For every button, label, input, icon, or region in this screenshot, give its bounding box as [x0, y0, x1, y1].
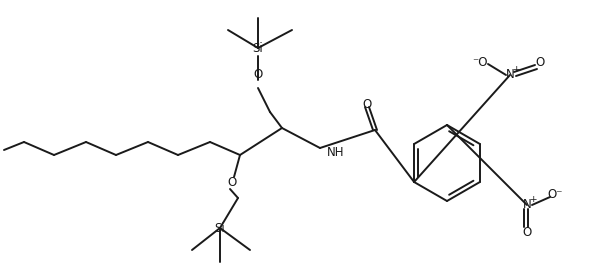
Text: +: +	[513, 66, 520, 75]
Text: O: O	[362, 98, 371, 111]
Text: O: O	[227, 176, 236, 189]
Text: NH: NH	[327, 147, 345, 160]
Text: ⁻O: ⁻O	[472, 56, 488, 69]
Text: N: N	[523, 198, 531, 211]
Text: +: +	[529, 195, 537, 205]
Text: O: O	[535, 56, 545, 69]
Text: N: N	[506, 69, 514, 82]
Text: O: O	[253, 69, 263, 82]
Text: Si: Si	[215, 221, 226, 234]
Text: O⁻: O⁻	[548, 189, 563, 202]
Text: Si: Si	[253, 41, 264, 54]
Text: O: O	[522, 225, 532, 238]
